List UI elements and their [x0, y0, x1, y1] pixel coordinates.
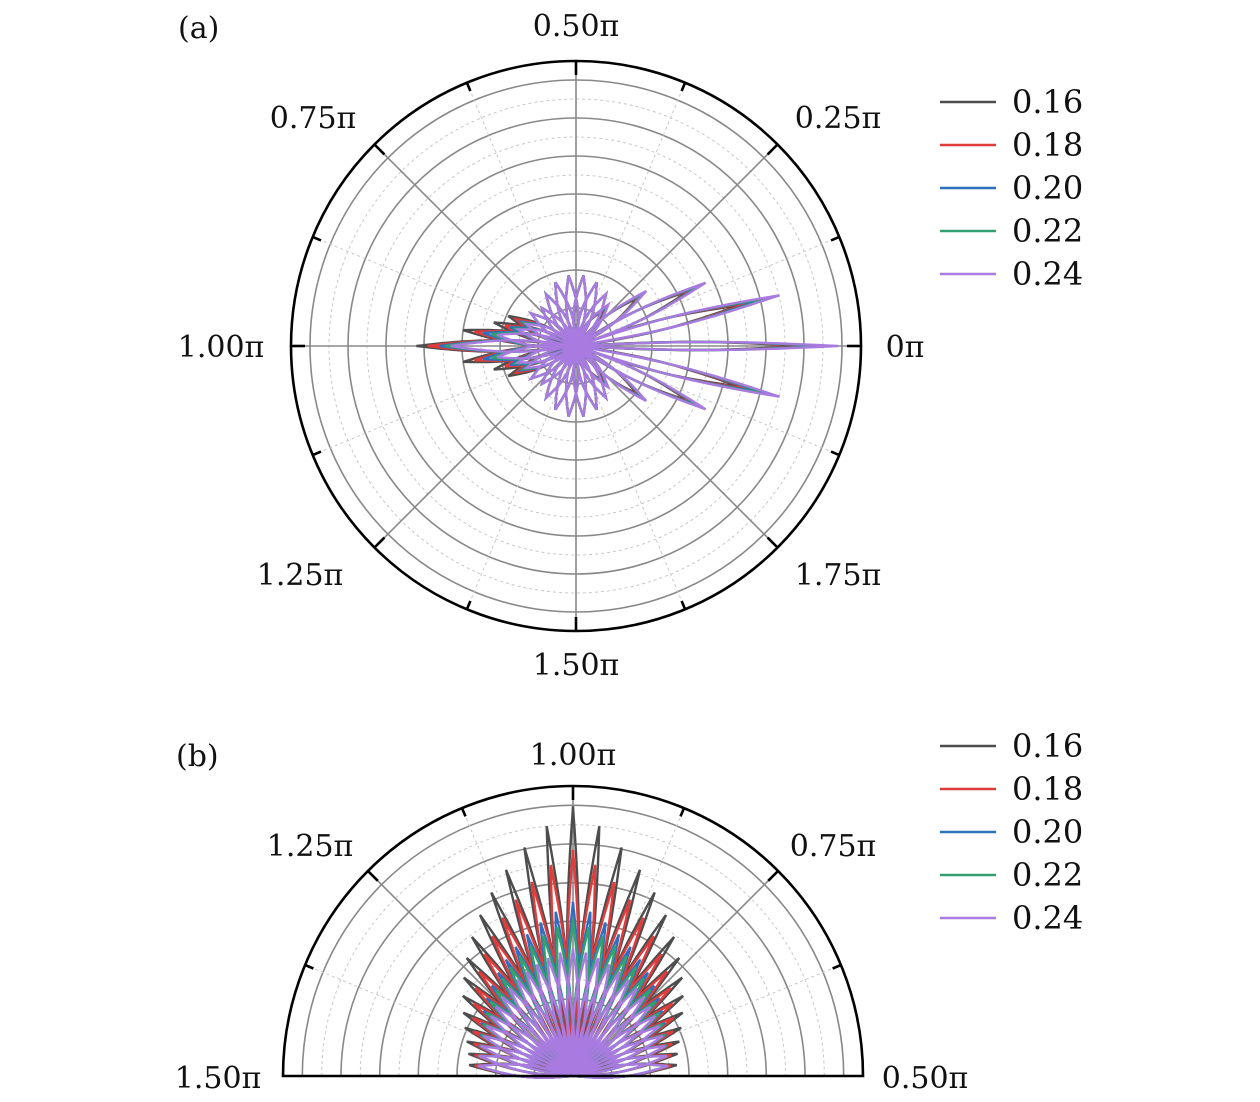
side-lobe [575, 294, 780, 348]
back-lobe [450, 339, 577, 353]
legend-label: 0.20 [1012, 813, 1083, 851]
legend-label: 0.22 [1012, 856, 1083, 894]
lobe [508, 987, 575, 1077]
angle-label: 0.50π [533, 9, 620, 44]
frame-tick [312, 450, 322, 457]
lobe [571, 996, 646, 1077]
lobe [571, 987, 638, 1077]
angle-label: 1.75π [795, 558, 882, 593]
angle-label: 0.75π [270, 101, 357, 136]
lobe [571, 963, 611, 1077]
major-spoke [572, 870, 779, 1077]
side-lobe [575, 344, 780, 398]
outer-border-b [281, 784, 865, 1078]
legend-label: 0.24 [1012, 255, 1083, 293]
angle-label: 1.00π [178, 330, 265, 365]
series-group-a [416, 275, 839, 417]
minor-lobe [539, 305, 579, 349]
lobe [546, 957, 575, 1077]
polar-frame-a [289, 59, 863, 633]
legend-label: 0.16 [1012, 727, 1083, 765]
panel-label-b: (b) [176, 739, 219, 774]
angle-label: 1.25π [267, 829, 354, 864]
angle-labels-a: 0π 0.25π 0.50π 0.75π 1.00π 1.25π 1.50π 1.75π [178, 9, 925, 683]
polar-frame-b [281, 784, 865, 1078]
legend-label: 0.16 [1012, 83, 1083, 121]
lobe [477, 1063, 574, 1079]
legend-label: 0.18 [1012, 770, 1083, 808]
lobe [516, 978, 575, 1077]
series-0.24 [477, 948, 669, 1079]
minor-ring [321, 824, 825, 1077]
lobe [571, 970, 621, 1077]
lobe [535, 963, 575, 1077]
frame-tick [832, 963, 842, 970]
angle-label: 1.50π [175, 1061, 262, 1096]
panel-label-a: (a) [178, 11, 219, 46]
legend-label: 0.22 [1012, 212, 1083, 250]
major-spoke [373, 143, 577, 347]
polar-chart-a: 0π 0.25π 0.50π 0.75π 1.00π 1.25π 1.50π 1.75π (a… [178, 9, 1084, 683]
lobe [566, 948, 580, 1077]
angle-label: 0.25π [795, 101, 882, 136]
frame-tick [680, 600, 687, 610]
side-lobe [573, 301, 611, 350]
minor-lobe [574, 341, 598, 411]
legend-b: 0.16 0.18 0.20 0.22 0.24 [940, 727, 1083, 937]
legend-a: 0.16 0.18 0.20 0.22 0.24 [940, 83, 1083, 293]
angle-label: 0.75π [790, 829, 877, 864]
angle-label: 1.50π [533, 648, 620, 683]
back-lobe [522, 344, 580, 370]
lobe [480, 1044, 574, 1078]
legend-label: 0.20 [1012, 169, 1083, 207]
series-group-b [461, 806, 685, 1079]
minor-ring [359, 862, 787, 1077]
lobe [478, 1054, 574, 1078]
minor-lobe [539, 343, 579, 387]
lobe [525, 970, 575, 1077]
frame-tick [830, 235, 840, 242]
frame-tick [312, 235, 322, 242]
frame-tick [767, 869, 780, 882]
main-lobe [575, 340, 839, 352]
frame-tick [465, 82, 472, 92]
angle-label: 0.50π [882, 1061, 969, 1096]
frame-tick [465, 600, 472, 610]
frame-tick [304, 963, 314, 970]
lobe [571, 952, 588, 1077]
back-lobe [522, 322, 580, 348]
series-0.24 [450, 275, 839, 417]
side-lobe [573, 342, 611, 391]
frame-tick [373, 536, 386, 549]
frame-tick [766, 536, 779, 549]
side-lobe [575, 344, 648, 402]
frame-tick [373, 143, 386, 156]
lobe [558, 952, 575, 1077]
legend-label: 0.24 [1012, 899, 1083, 937]
legend-label: 0.18 [1012, 126, 1083, 164]
frame-tick [830, 450, 840, 457]
major-spoke [373, 345, 577, 549]
side-lobe [575, 290, 648, 348]
angle-label: 1.00π [530, 738, 617, 773]
frame-tick [366, 869, 379, 882]
lobe [571, 957, 600, 1077]
minor-lobe [528, 343, 579, 381]
frame-tick [766, 143, 779, 156]
minor-ring [398, 901, 748, 1077]
minor-lobe [544, 290, 579, 350]
lobe [571, 978, 630, 1077]
minor-lobe [573, 342, 608, 402]
frame-tick [680, 82, 687, 92]
angle-label: 0π [886, 330, 925, 365]
frame-tick [679, 807, 686, 817]
minor-lobe [528, 311, 579, 349]
angle-label: 1.25π [257, 558, 344, 593]
frame-tick [460, 807, 467, 817]
angle-labels-b: 0.50π 0.75π 1.00π 1.25π 1.50π [175, 738, 969, 1096]
major-spoke [367, 870, 574, 1077]
